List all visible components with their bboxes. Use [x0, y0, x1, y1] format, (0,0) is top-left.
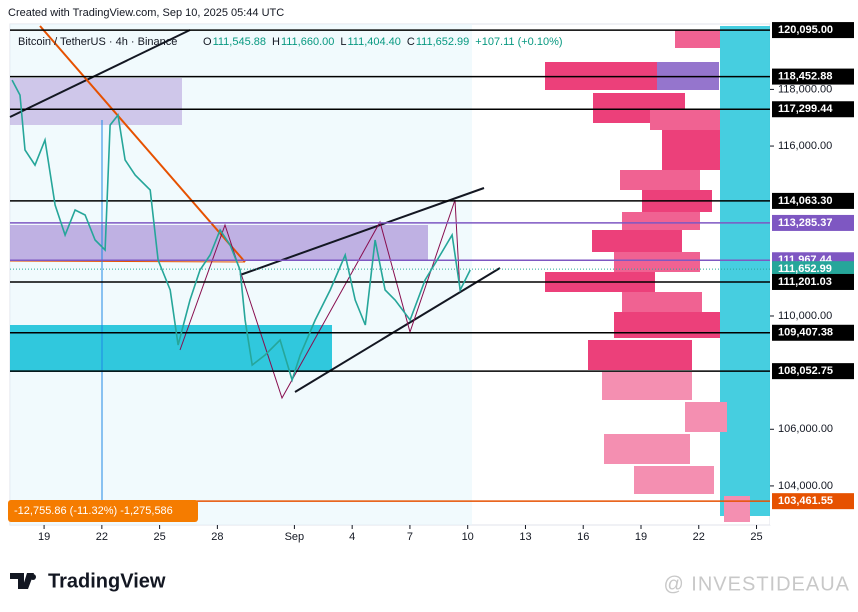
price-level-label: 108,052.75 [778, 365, 833, 377]
x-tick-label: 22 [96, 531, 108, 543]
y-tick-label: 106,000.00 [778, 423, 833, 435]
x-tick-label: 19 [38, 531, 50, 543]
ohlc-key: C [407, 36, 415, 48]
measure-box [8, 500, 198, 522]
price-level-box [772, 22, 854, 39]
x-tick-label: 13 [519, 531, 531, 543]
measure-label: -12,755.86 (-11.32%) -1,275,586 [14, 505, 173, 517]
price-level-box [772, 68, 854, 85]
y-tick-label: 110,000.00 [778, 310, 832, 322]
change: +107.11 (+0.10%) [475, 36, 562, 48]
x-tick-label: 4 [349, 531, 355, 543]
price-level-box [772, 214, 854, 231]
ohlc-key: H [272, 36, 280, 48]
ohlc-key: L [340, 36, 346, 48]
price-level-label: 113,285.37 [778, 217, 832, 229]
price-level-label: 118,452.88 [778, 70, 832, 82]
ohlc-key: O [203, 36, 212, 48]
price-level-box [772, 273, 854, 290]
symbol: Bitcoin / TetherUS · 4h · Binance [18, 36, 177, 48]
x-tick-label: Sep [285, 531, 305, 543]
x-tick-label: 22 [693, 531, 705, 543]
ohlc-value: 111,660.00 [281, 36, 334, 48]
ohlc-value: 111,652.99 [416, 36, 469, 48]
ohlc-value: 111,404.40 [347, 36, 400, 48]
price-level-box [772, 261, 854, 278]
price-level-box [772, 363, 854, 380]
price-level-label: 109,407.38 [778, 327, 833, 339]
ohlc-value: 111,545.88 [213, 36, 266, 48]
price-level-label: 114,063.30 [778, 195, 832, 207]
price-level-label: 117,299.44 [778, 103, 833, 115]
y-tick-label: 104,000.00 [778, 480, 833, 492]
volume-profile [545, 26, 770, 522]
y-tick-label: 118,000.00 [778, 83, 832, 95]
price-level-box [772, 101, 854, 118]
logo [10, 573, 36, 589]
watermark: @ INVESTIDEAUA [663, 573, 850, 595]
header: Created with TradingView.com, Sep 10, 20… [8, 7, 284, 19]
x-tick-label: 25 [153, 531, 165, 543]
price-level-box [772, 324, 854, 341]
price-level-label: 103,461.55 [778, 495, 833, 507]
x-tick-label: 16 [577, 531, 589, 543]
x-tick-label: 19 [635, 531, 647, 543]
price-level-label: 111,201.03 [778, 276, 832, 288]
price-level-label: 111,652.99 [778, 263, 832, 275]
price-level-label: 120,095.00 [778, 24, 833, 36]
x-tick-label: 28 [211, 531, 223, 543]
price-level-box [772, 192, 854, 209]
x-tick-label: 25 [750, 531, 762, 543]
logo-text: TradingView [48, 570, 166, 592]
x-tick-label: 10 [462, 531, 474, 543]
price-line [11, 79, 471, 383]
y-tick-label: 116,000.00 [778, 140, 832, 152]
supply-zone [10, 78, 182, 125]
price-level-box [772, 493, 854, 510]
x-tick-label: 7 [407, 531, 413, 543]
